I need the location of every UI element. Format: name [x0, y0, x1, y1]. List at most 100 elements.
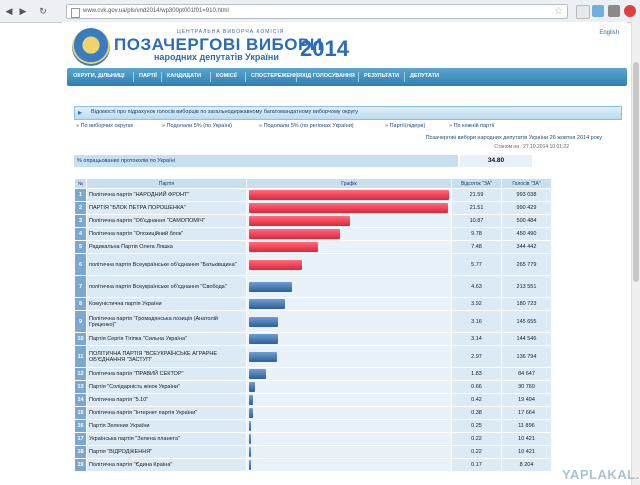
party-name: політична партія Всеукраїнське об'єднанн… — [86, 275, 247, 298]
vote-bar — [249, 334, 278, 344]
vote-percent: 0.22 — [451, 445, 502, 459]
table-header-row: № Партія Графік Відсоток "ЗА" Голосів "З… — [74, 178, 552, 189]
link-each-party[interactable]: » По кожній партії — [449, 123, 495, 129]
back-icon[interactable]: ◀ — [5, 6, 13, 16]
graph-cell — [246, 275, 452, 298]
vote-count: 145 655 — [501, 310, 552, 333]
graph-cell — [246, 240, 452, 254]
link-party-leaders[interactable]: » Партії(лідери) — [385, 123, 426, 129]
link-over5-ukraine[interactable]: » Подолали 5% (по Україні) — [162, 123, 232, 129]
vote-percent: 10.87 — [451, 214, 502, 228]
election-subtitle: Позачергові вибори народних депутатів Ук… — [425, 135, 602, 141]
graph-cell — [246, 297, 452, 311]
link-by-districts[interactable]: » По виборчих округах — [76, 123, 134, 129]
row-number: 7 — [74, 275, 87, 298]
vote-count: 10 421 — [501, 432, 552, 446]
menu-districts[interactable]: ОКРУГИ, ДІЛЬНИЦІ — [73, 73, 125, 79]
vote-count: 11 896 — [501, 419, 552, 433]
table-row: 6 політична партія Всеукраїнське об'єднан… — [74, 253, 552, 276]
vote-bar — [249, 216, 350, 226]
vote-percent: 1.83 — [451, 367, 502, 381]
vote-bar — [249, 351, 277, 362]
puzzle-icon[interactable] — [608, 5, 620, 17]
party-name: Політична партія "Об'єднання "САМОПОМІЧ" — [86, 214, 247, 228]
vote-count: 10 421 — [501, 445, 552, 459]
vote-bar — [249, 434, 251, 444]
row-number: 18 — [74, 445, 87, 459]
graph-cell — [246, 214, 452, 228]
processed-value: 34.80 — [487, 157, 505, 164]
row-number: 1 — [74, 188, 87, 202]
vote-bar — [249, 447, 251, 457]
table-row: 4 Політична партія "Опозиційний блок" 9.78… — [74, 227, 552, 241]
graph-cell — [246, 406, 452, 420]
row-number: 10 — [74, 332, 87, 346]
party-name: ПАРТІЯ "БЛОК ПЕТРА ПОРОШЕНКА" — [86, 201, 247, 215]
vote-count: 500 484 — [501, 214, 552, 228]
table-row: 14 Політична партія "5.10" 0.42 19 494 — [74, 393, 552, 407]
main-menu: ОКРУГИ, ДІЛЬНИЦІ ПАРТІЇ КАНДИДАТИ КОМІСІ… — [67, 68, 627, 86]
menu-results[interactable]: РЕЗУЛЬТАТИ — [364, 73, 400, 79]
reload-icon[interactable]: ↻ — [39, 6, 47, 16]
table-row: 5 Радикальна Партія Олега Ляшка 7.48 344 44… — [74, 240, 552, 254]
graph-cell — [246, 332, 452, 346]
row-number: 6 — [74, 253, 87, 276]
vote-bar — [249, 395, 253, 405]
row-number: 9 — [74, 310, 87, 333]
vote-percent: 7.48 — [451, 240, 502, 254]
forward-icon[interactable]: ▶ — [19, 6, 27, 16]
vote-bar — [249, 421, 251, 431]
scrollbar[interactable] — [631, 22, 640, 485]
star-icon[interactable]: ☆ — [554, 6, 563, 17]
col-pct: Відсоток "ЗА" — [451, 178, 502, 189]
vote-percent: 0.25 — [451, 419, 502, 433]
graph-cell — [246, 432, 452, 446]
menu-commissions[interactable]: КОМІСІЇ — [216, 73, 237, 79]
watermark: YAPLAKAL.COM — [562, 467, 640, 482]
translate-icon[interactable] — [592, 5, 604, 17]
scrollbar-thumb[interactable] — [633, 62, 639, 282]
party-name: Радикальна Партія Олега Ляшка — [86, 240, 247, 254]
vote-percent: 9.78 — [451, 227, 502, 241]
party-name: ПОЛІТИЧНА ПАРТІЯ "ВСЕУКРАЇНСЬКЕ АГРАРНЕ … — [86, 345, 247, 368]
results-table: № Партія Графік Відсоток "ЗА" Голосів "З… — [74, 178, 552, 472]
table-row: 16 Партія Зелених України 0.25 11 896 — [74, 419, 552, 433]
menu-divider — [245, 72, 246, 82]
adblock-icon[interactable] — [624, 5, 636, 17]
menu-observation[interactable]: СПОСТЕРЕЖЕННЯ — [251, 73, 302, 79]
vote-count: 144 546 — [501, 332, 552, 346]
menu-parties[interactable]: ПАРТІЇ — [139, 73, 157, 79]
vote-percent: 3.14 — [451, 332, 502, 346]
graph-cell — [246, 201, 452, 215]
party-name: Українська партія "Зелена планета" — [86, 432, 247, 446]
vote-percent: 5.77 — [451, 253, 502, 276]
extension-icon[interactable] — [576, 5, 590, 19]
vote-count: 450 490 — [501, 227, 552, 241]
party-name: Політична партія "5.10" — [86, 393, 247, 407]
cvk-emblem-icon[interactable] — [72, 28, 110, 66]
vote-count: 344 442 — [501, 240, 552, 254]
vote-bar — [249, 382, 255, 392]
page-content: ЦЕНТРАЛЬНА ВИБОРЧА КОМІСІЯ ПОЗАЧЕРГОВІ В… — [62, 22, 640, 485]
vote-percent: 21.59 — [451, 188, 502, 202]
graph-cell — [246, 345, 452, 368]
menu-candidates[interactable]: КАНДИДАТИ — [167, 73, 202, 79]
table-row: 1 Політична партія "НАРОДНИЙ ФРОНТ" 21.59 9… — [74, 188, 552, 202]
address-bar[interactable]: www.cvk.gov.ua/pls/vnd2014/wp300pt001f01… — [66, 4, 568, 19]
menu-divider — [161, 72, 162, 82]
menu-deputies[interactable]: ДЕПУТАТИ — [410, 73, 439, 79]
menu-voting-progress[interactable]: ХІД ГОЛОСУВАННЯ — [302, 73, 355, 79]
graph-cell — [246, 445, 452, 459]
party-name: Партія "ВІДРОДЖЕННЯ" — [86, 445, 247, 459]
header-year: 2014 — [300, 36, 349, 61]
section-header: ▸ Відомості про підрахунок голосів вибор… — [74, 106, 622, 120]
link-over5-regions[interactable]: » Подолали 5% (по регіонах України) — [259, 123, 354, 129]
party-name: Політична партія "Єдина Країна" — [86, 458, 247, 472]
english-link[interactable]: English — [599, 30, 619, 36]
party-name: Політична партія "ПРАВИЙ СЕКТОР" — [86, 367, 247, 381]
table-row: 18 Партія "ВІДРОДЖЕННЯ" 0.22 10 421 — [74, 445, 552, 459]
table-row: 15 Політична партія "Інтернет партія Укра… — [74, 406, 552, 420]
party-name: Партія Сергія Тігіпка "Сильна Україна" — [86, 332, 247, 346]
row-number: 5 — [74, 240, 87, 254]
party-name: Політична партія "Опозиційний блок" — [86, 227, 247, 241]
